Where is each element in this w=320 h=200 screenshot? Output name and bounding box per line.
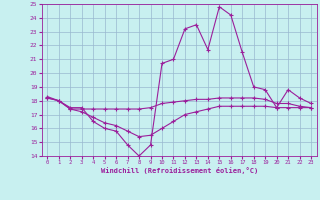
X-axis label: Windchill (Refroidissement éolien,°C): Windchill (Refroidissement éolien,°C)	[100, 167, 258, 174]
